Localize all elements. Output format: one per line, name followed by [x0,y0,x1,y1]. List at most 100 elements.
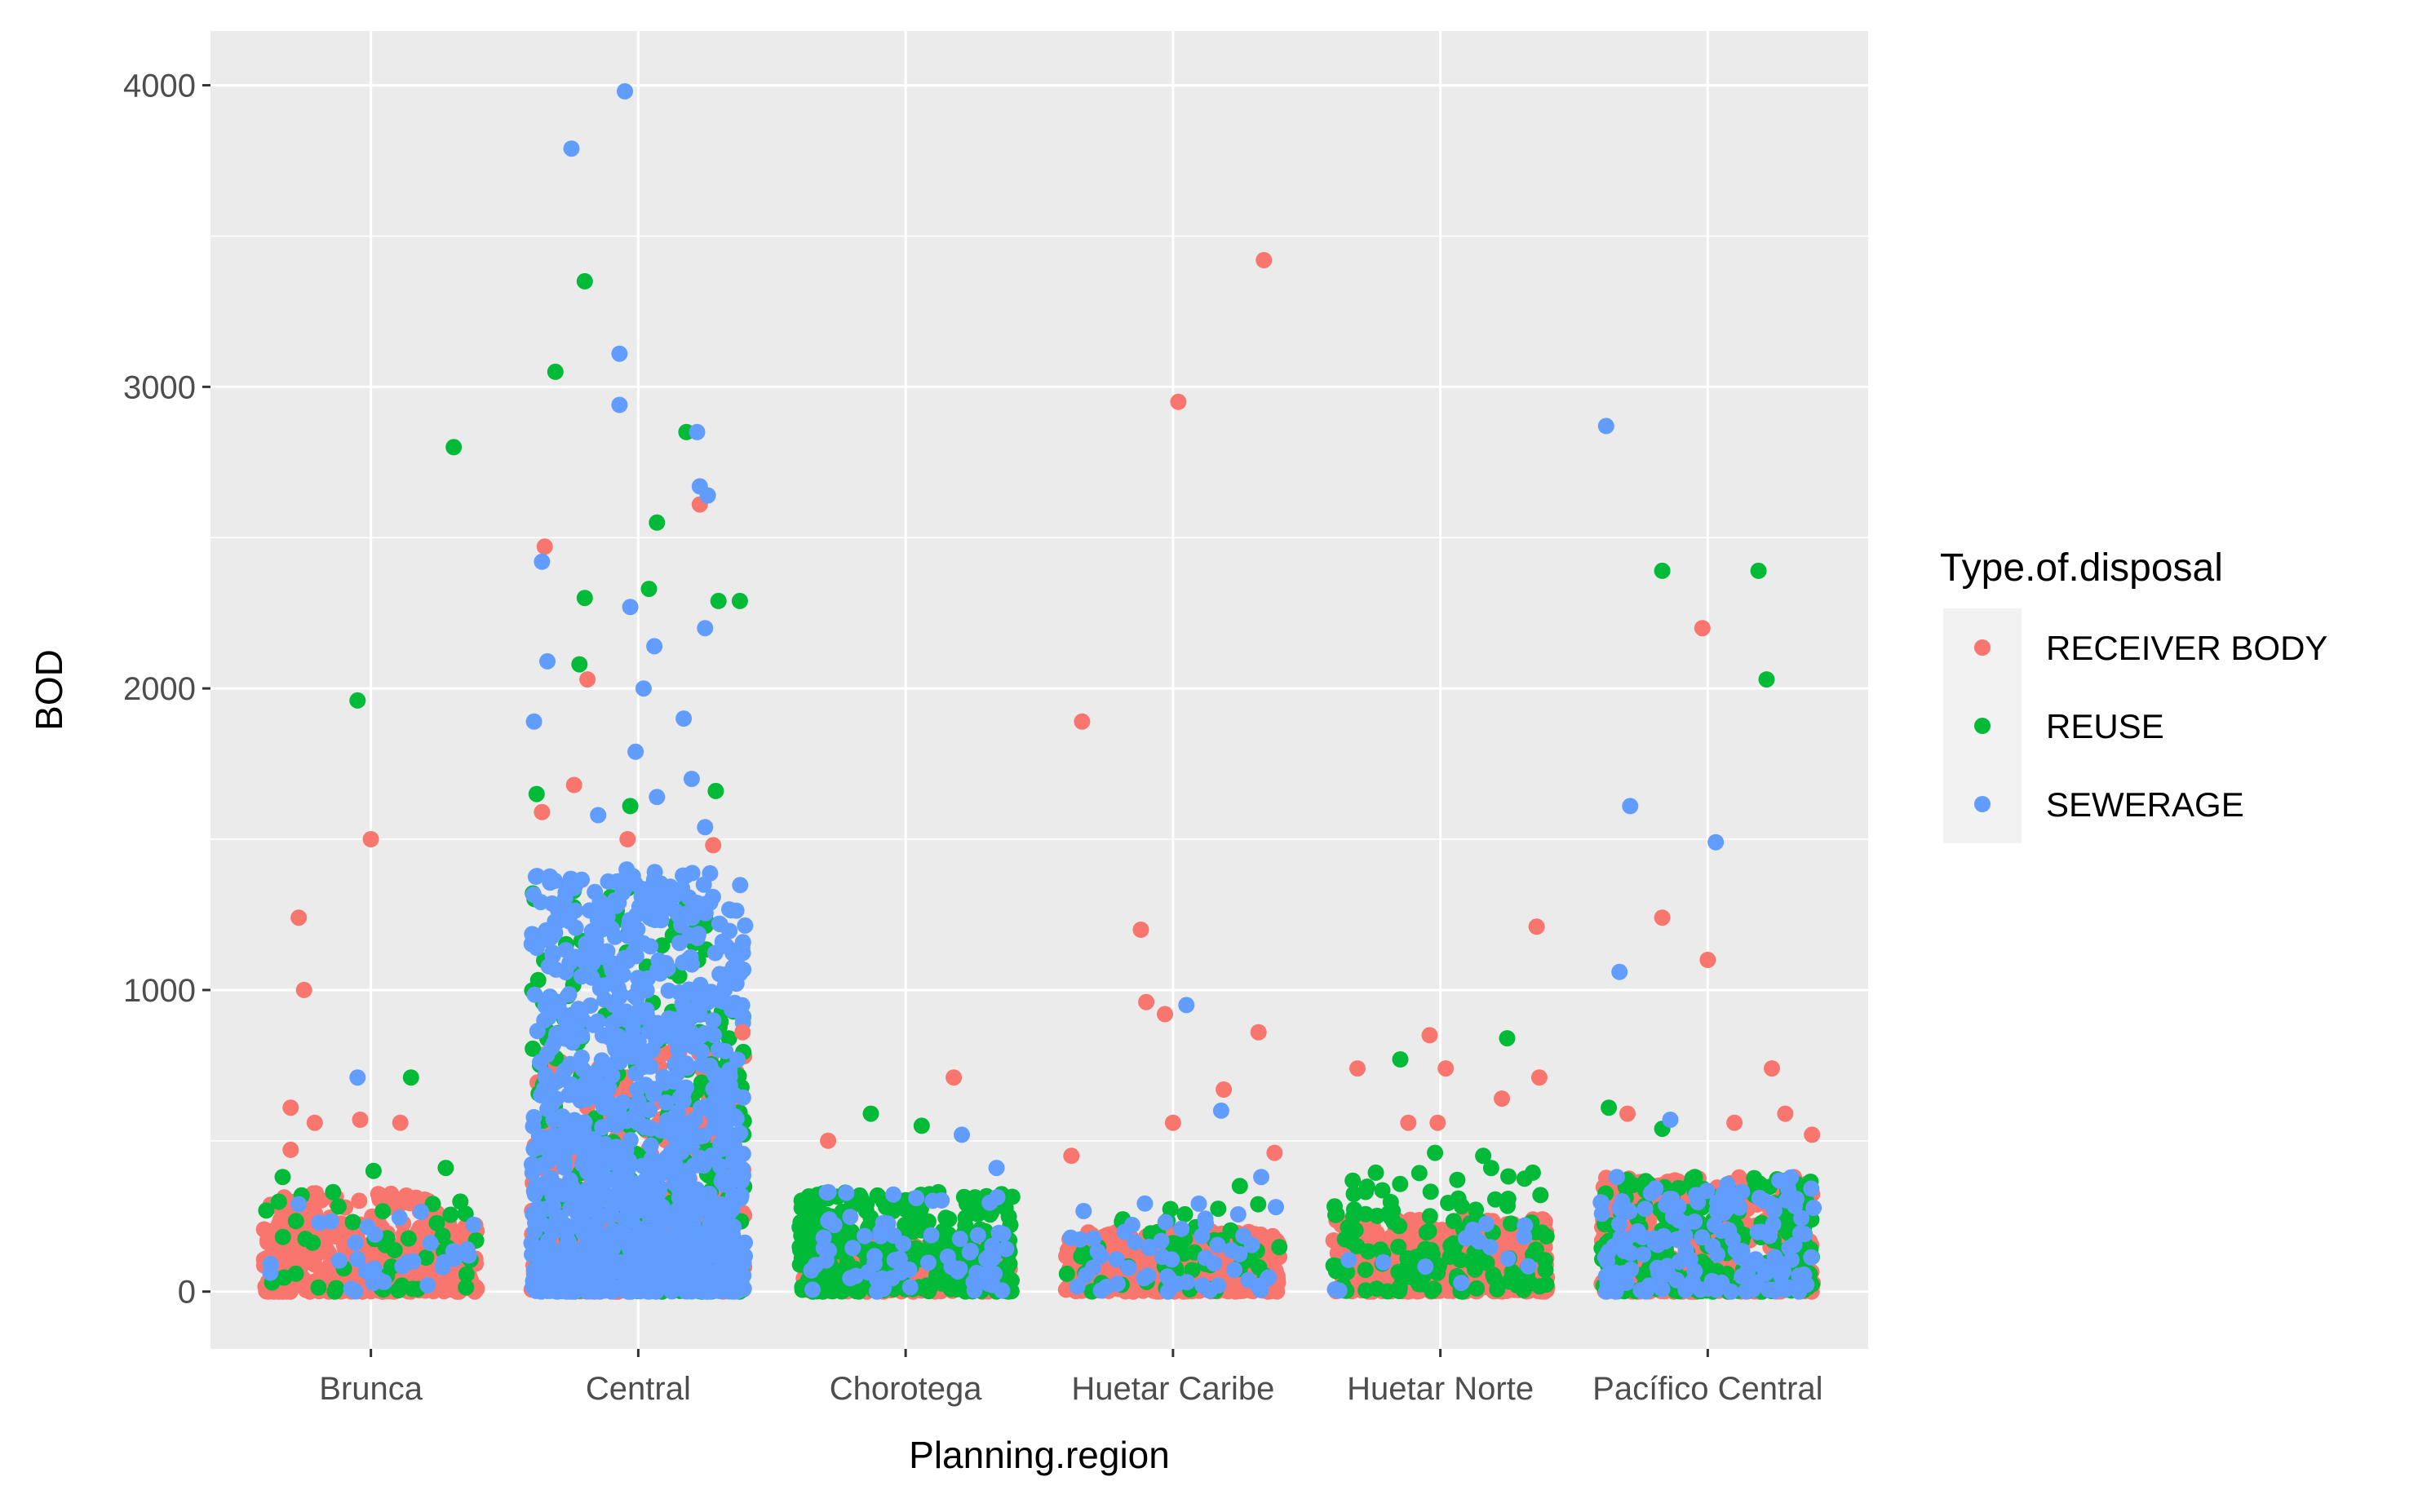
data-point [1369,1207,1385,1224]
data-point [1235,1227,1252,1245]
data-point [628,1263,645,1280]
data-point [366,1226,383,1243]
data-point [1372,1241,1389,1258]
data-point [1468,1280,1486,1297]
data-point [297,1231,314,1248]
data-point [732,877,749,894]
data-point [322,1213,339,1230]
data-point [394,1258,411,1275]
data-point [892,1264,910,1281]
data-point [986,1266,1003,1282]
data-point [540,1232,556,1249]
data-point [1391,1283,1408,1299]
data-point [1382,1194,1399,1210]
data-point [325,1183,342,1200]
data-point [713,1173,730,1190]
data-point [999,1260,1016,1277]
data-point [655,1068,672,1085]
data-point [658,1094,675,1111]
data-point [641,880,658,897]
data-point [1481,1239,1499,1256]
data-point [874,1270,891,1287]
data-point [390,1282,407,1299]
data-point [884,1203,901,1219]
data-point [1194,1277,1211,1294]
data-point [1516,1170,1533,1187]
data-point [614,1181,631,1198]
data-point [692,1257,709,1274]
data-point [1153,1232,1170,1249]
data-point [1089,1243,1106,1260]
data-point [1136,1195,1154,1212]
data-point [618,1142,635,1159]
data-point [1464,1221,1481,1238]
data-point [589,1236,606,1253]
data-point [1367,1164,1384,1181]
data-point [545,1112,562,1128]
data-point [679,1265,696,1282]
data-point [1357,1262,1374,1279]
data-point [598,1081,615,1098]
data-point [525,1108,542,1125]
data-point [737,917,754,934]
data-point [689,930,706,947]
data-point [642,1058,659,1075]
data-point [1058,1265,1075,1282]
data-point [1357,1282,1375,1299]
data-point [696,1025,713,1042]
data-point [721,922,738,939]
data-point [424,1196,441,1213]
data-point [702,864,719,882]
data-point [1223,1242,1240,1259]
data-point [704,888,721,905]
data-point [1069,1278,1086,1295]
data-point [603,957,620,975]
data-point [458,1266,475,1283]
data-point [670,907,687,923]
data-point [844,1240,861,1257]
data-point [548,1025,565,1042]
data-point [726,1108,743,1125]
data-point [1326,1281,1344,1298]
data-point [564,1273,581,1289]
data-point [706,1065,723,1081]
data-point [804,1281,821,1298]
data-point [1210,1200,1227,1218]
data-point [676,1124,693,1141]
data-point [733,1173,751,1190]
data-point [868,1283,885,1300]
data-point [737,1248,753,1265]
data-point [851,1187,868,1204]
data-point [703,1147,720,1164]
data-point [574,1188,591,1205]
data-point [587,1274,603,1291]
data-point [1453,1275,1470,1292]
data-point [1226,1262,1243,1279]
data-point [1206,1255,1223,1272]
data-point [1340,1251,1357,1268]
data-point [262,1264,279,1281]
data-point [583,922,600,939]
data-point [671,1090,689,1107]
data-point [618,1112,636,1130]
data-point [1423,1241,1440,1258]
data-point [966,1282,983,1299]
data-point [524,926,541,943]
data-point [1410,1165,1428,1182]
data-point [1449,1171,1466,1188]
data-point [669,1104,686,1121]
data-point [1482,1160,1499,1177]
data-point [374,1203,392,1220]
data-point [696,904,713,921]
data-point [705,1012,722,1029]
data-point [1390,1238,1407,1255]
data-point [668,1213,685,1230]
data-point [1348,1238,1366,1254]
data-point [537,1067,554,1083]
data-point [856,1227,873,1245]
data-point [604,1198,621,1215]
data-point [998,1240,1015,1258]
data-point [630,1003,647,1020]
data-point [919,1213,937,1230]
data-point [567,902,584,919]
